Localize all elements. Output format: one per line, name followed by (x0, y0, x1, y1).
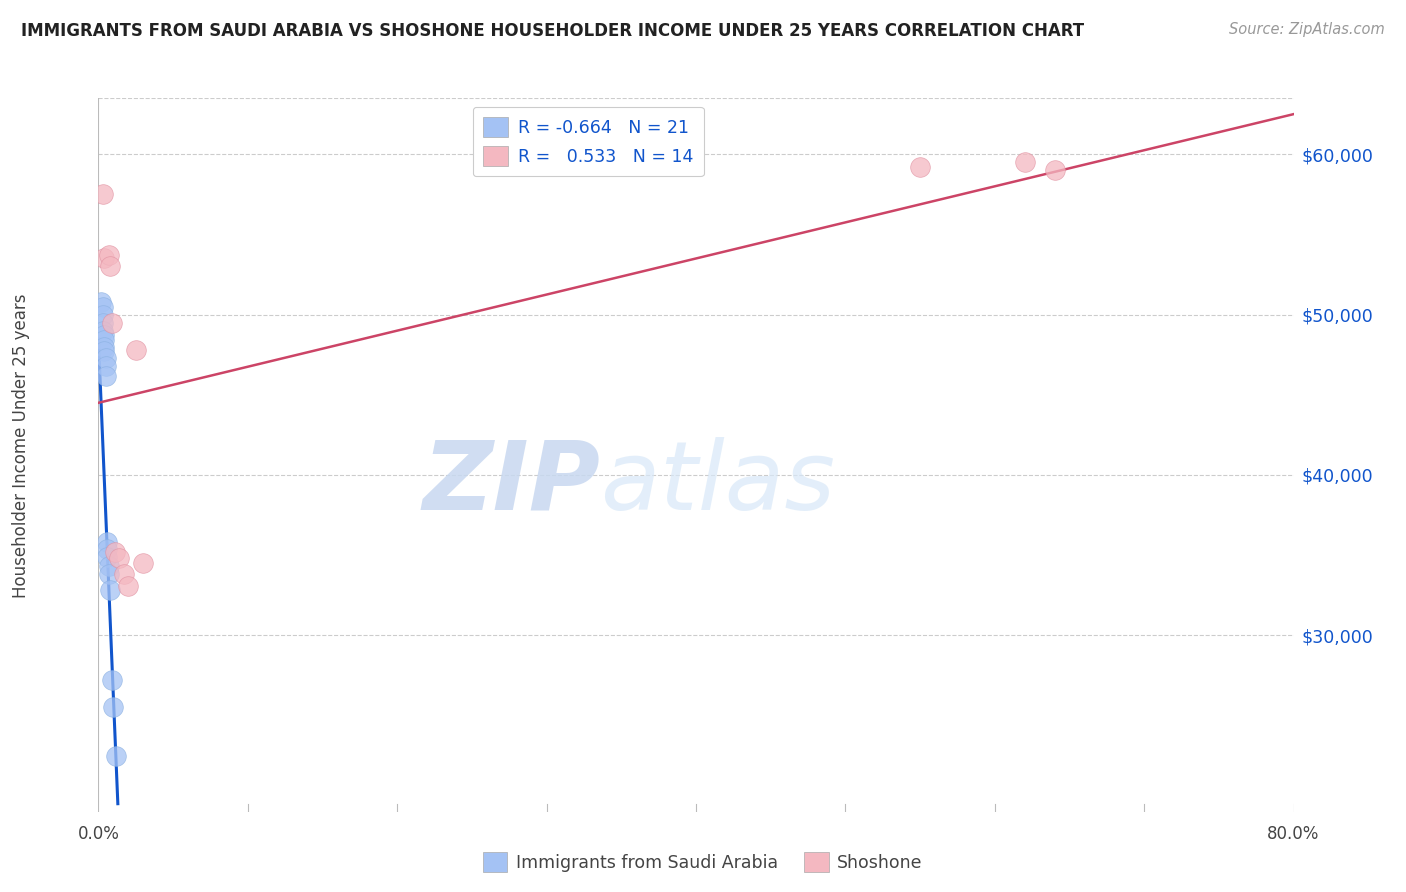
Point (103, 700, 125, 714)
Point (90, 294, 112, 309)
Point (93, 344, 115, 359)
Point (96, 541, 118, 556)
Point (91, 316, 114, 330)
Point (96, 549, 118, 564)
Point (94, 368, 117, 383)
Legend: R = -0.664   N = 21, R =   0.533   N = 14: R = -0.664 N = 21, R = 0.533 N = 14 (472, 107, 704, 177)
Text: ZIP: ZIP (422, 437, 600, 530)
Point (96, 535, 118, 549)
Point (108, 551, 131, 566)
Text: IMMIGRANTS FROM SAUDI ARABIA VS SHOSHONE HOUSEHOLDER INCOME UNDER 25 YEARS CORRE: IMMIGRANTS FROM SAUDI ARABIA VS SHOSHONE… (21, 22, 1084, 40)
Point (100, 583, 122, 598)
Point (132, 556, 155, 570)
Point (94, 351, 117, 365)
Point (97, 567, 120, 582)
Point (125, 343, 148, 357)
Point (91, 187, 114, 202)
Text: atlas: atlas (600, 437, 835, 530)
Point (101, 673, 124, 688)
Point (93, 340, 115, 354)
Text: Source: ZipAtlas.com: Source: ZipAtlas.com (1229, 22, 1385, 37)
Point (908, 160, 931, 174)
Point (1014, 155, 1036, 169)
Point (94, 359, 117, 373)
Text: 0.0%: 0.0% (77, 824, 120, 843)
Text: 80.0%: 80.0% (1267, 824, 1320, 843)
Point (97, 559, 120, 574)
Point (1043, 163, 1066, 178)
Point (117, 579, 139, 593)
Point (104, 545, 127, 559)
Point (91, 324, 114, 338)
Point (97, 248, 120, 262)
Point (91, 308, 114, 322)
Point (91, 300, 114, 314)
Point (101, 316, 124, 330)
Point (112, 567, 135, 582)
Point (93, 252, 115, 266)
Point (93, 328, 115, 343)
Legend: Immigrants from Saudi Arabia, Shoshone: Immigrants from Saudi Arabia, Shoshone (477, 845, 929, 879)
Point (100, 260, 122, 274)
Point (93, 333, 115, 347)
Point (105, 748, 128, 763)
Text: Householder Income Under 25 years: Householder Income Under 25 years (13, 293, 30, 599)
